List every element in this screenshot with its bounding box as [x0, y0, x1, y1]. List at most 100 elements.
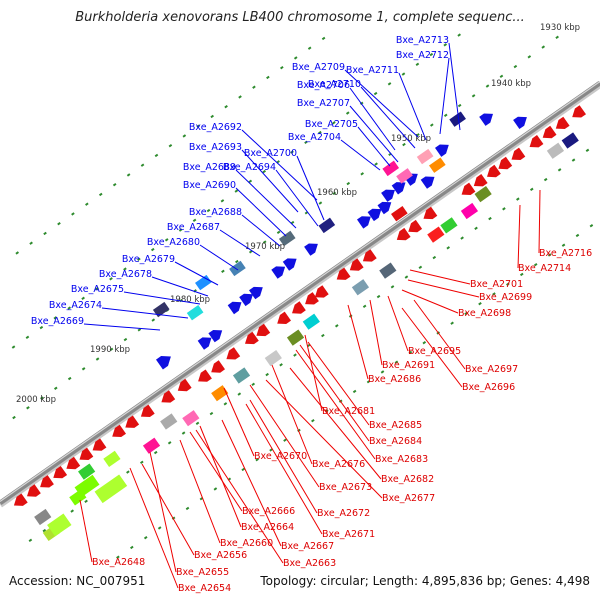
ring-dash: [321, 333, 325, 338]
positive-leader-line: [360, 86, 416, 149]
negative-gene-box: [474, 185, 492, 203]
ring-dash: [269, 448, 273, 452]
ring-dash: [332, 121, 336, 125]
ring-dash: [150, 247, 155, 252]
ring-dash: [224, 105, 228, 109]
ring-dash: [57, 222, 61, 226]
negative-gene-arrow: [461, 182, 476, 195]
negative-leader-line: [189, 431, 243, 512]
ring-dash: [422, 341, 427, 345]
negative-leader-line: [79, 499, 93, 563]
negative-leader-line: [199, 425, 242, 528]
negative-gene-label: Bxe_A2683: [375, 454, 428, 465]
kbp-tick-label: 1960 kbp: [317, 188, 357, 198]
ring-dash: [223, 402, 228, 406]
ring-dash: [137, 257, 141, 261]
negative-leader-line: [295, 349, 376, 460]
ring-dash: [43, 231, 47, 236]
positive-gene-arrow: [377, 201, 392, 215]
ring-dash: [53, 386, 58, 390]
ring-dash: [109, 277, 113, 281]
ring-dash: [529, 187, 534, 192]
positive-leader-line: [219, 229, 261, 257]
positive-gene-label: Bxe_A2705: [305, 119, 358, 130]
ring-dash: [457, 33, 461, 37]
negative-gene-box: [78, 463, 96, 480]
ring-dash: [126, 173, 131, 177]
ring-dash: [71, 212, 75, 216]
topology-text: Topology: circular; Length: 4,895,836 bp…: [260, 574, 590, 588]
ring-dash: [390, 285, 395, 289]
ring-dash: [366, 380, 371, 384]
ring-dash: [234, 189, 239, 193]
ring-dash: [547, 253, 552, 257]
negative-gene-box: [460, 202, 479, 220]
ring-dash: [485, 84, 490, 88]
positive-gene-label: Bxe_A2710: [308, 79, 361, 90]
ring-dash: [334, 324, 339, 328]
ring-dash: [589, 224, 594, 228]
negative-leader-line: [249, 384, 320, 488]
negative-gene-box: [232, 367, 251, 384]
negative-gene-box: [286, 329, 305, 346]
ring-dash: [402, 142, 406, 147]
positive-leader-line: [357, 126, 391, 167]
ring-dash: [252, 85, 256, 89]
negative-gene-label: Bxe_A2691: [382, 360, 435, 371]
positive-leader-line: [101, 307, 189, 319]
ring-dash: [130, 545, 134, 550]
ring-dash: [533, 263, 538, 267]
positive-gene-arrow: [227, 301, 242, 315]
negative-gene-arrow: [13, 493, 28, 506]
ring-dash: [311, 419, 315, 423]
ring-dash: [415, 62, 420, 67]
negative-leader-line: [129, 467, 179, 589]
ring-dash: [283, 438, 287, 442]
ring-dash: [321, 36, 326, 41]
positive-gene-box: [195, 274, 212, 291]
positive-leader-line: [151, 276, 209, 297]
ring-dash: [140, 460, 144, 465]
kbp-tick-label: 1970 kbp: [245, 242, 285, 252]
ring-dash: [248, 179, 253, 184]
positive-gene-label: Bxe_A2687: [167, 222, 220, 233]
negative-gene-label: Bxe_A2648: [92, 557, 145, 568]
ring-dash: [360, 172, 364, 176]
negative-gene-arrow: [211, 360, 225, 373]
ring-dash: [279, 363, 283, 367]
positive-gene-arrow: [271, 266, 286, 279]
ring-dash: [488, 216, 492, 221]
ring-dash: [126, 470, 130, 474]
ring-dash: [373, 91, 378, 96]
ring-dash: [345, 111, 350, 115]
ring-dash: [527, 55, 532, 59]
ring-dash: [352, 389, 357, 394]
ring-dash: [318, 201, 323, 205]
positive-gene-label: Bxe_A2689: [183, 162, 236, 173]
positive-leader-line: [83, 323, 161, 331]
negative-gene-label: Bxe_A2699: [479, 292, 532, 303]
ring-dash: [307, 46, 312, 50]
ring-dash: [346, 181, 351, 186]
negative-gene-label: Bxe_A2684: [369, 436, 422, 447]
ring-dash: [471, 94, 476, 98]
ring-dash: [460, 236, 464, 240]
ring-dash: [255, 458, 259, 462]
ring-dash: [151, 318, 156, 322]
negative-leader-line: [223, 387, 255, 457]
ring-dash: [157, 526, 162, 530]
ring-dash: [280, 66, 284, 70]
positive-gene-label: Bxe_A2711: [346, 65, 399, 76]
positive-gene-box: [449, 111, 466, 127]
ring-dash: [116, 555, 120, 559]
positive-gene-box: [152, 301, 170, 318]
negative-leader-line: [387, 295, 409, 352]
positive-leader-line: [439, 57, 450, 135]
ring-dash: [67, 306, 72, 310]
ring-dash: [248, 250, 253, 254]
negative-gene-label: Bxe_A2660: [220, 538, 273, 549]
negative-leader-line: [265, 379, 383, 499]
negative-gene-label: Bxe_A2655: [176, 567, 229, 578]
positive-gene-box: [396, 168, 413, 184]
positive-leader-line: [174, 261, 219, 286]
